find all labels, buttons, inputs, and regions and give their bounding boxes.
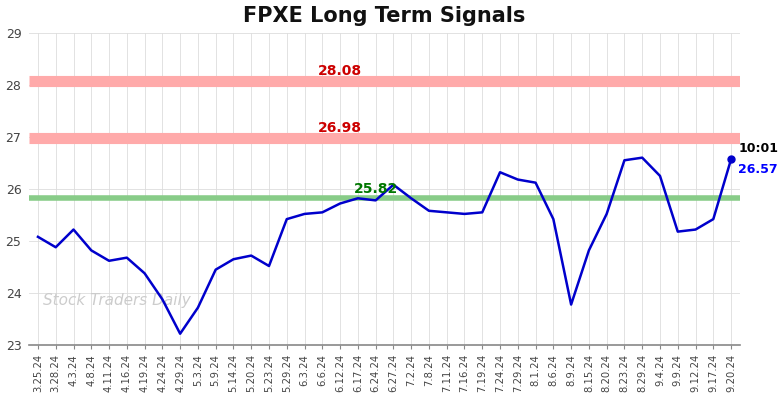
Title: FPXE Long Term Signals: FPXE Long Term Signals (243, 6, 526, 25)
Text: 28.08: 28.08 (318, 64, 362, 78)
Text: 26.57: 26.57 (739, 164, 778, 176)
Text: 25.82: 25.82 (354, 182, 397, 196)
Text: 10:01: 10:01 (739, 142, 779, 155)
Text: 26.98: 26.98 (318, 121, 362, 135)
Text: Stock Traders Daily: Stock Traders Daily (43, 293, 191, 308)
